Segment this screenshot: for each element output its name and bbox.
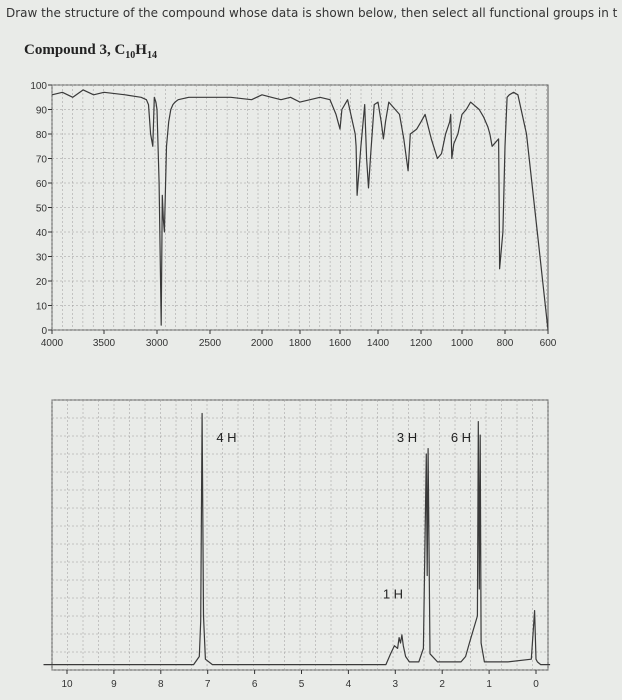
nmr-x-tick-label: 10 xyxy=(61,679,73,690)
ir-x-tick-label: 3000 xyxy=(146,338,169,349)
ir-y-tick-label: 80 xyxy=(36,130,48,141)
ir-y-tick-label: 40 xyxy=(36,228,48,239)
nmr-x-tick-label: 5 xyxy=(299,679,305,690)
ir-y-tick-label: 70 xyxy=(36,155,48,166)
formula-hydrogen: H xyxy=(135,42,147,58)
ir-y-tick-label: 20 xyxy=(36,277,48,288)
ir-x-tick-label: 1600 xyxy=(329,338,352,349)
ir-x-tick-label: 4000 xyxy=(41,338,64,349)
nmr-x-tick-label: 8 xyxy=(158,679,164,690)
ir-x-tick-label: 800 xyxy=(497,338,514,349)
formula-carbon: C xyxy=(114,42,126,58)
ir-y-tick-label: 10 xyxy=(36,302,48,313)
question-prompt: Draw the structure of the compound whose… xyxy=(6,6,618,20)
compound-label: Compound 3, C10H14 xyxy=(24,42,157,61)
ir-x-tick-label: 1200 xyxy=(410,338,433,349)
nmr-x-tick-label: 1 xyxy=(486,679,492,690)
nmr-x-tick-label: 6 xyxy=(252,679,258,690)
ir-x-tick-label: 600 xyxy=(540,338,557,349)
ir-y-tick-label: 0 xyxy=(41,326,47,337)
nmr-integration-label: 4 H xyxy=(216,430,236,445)
nmr-integration-label: 6 H xyxy=(451,430,471,445)
nmr-spectrum-trace xyxy=(43,412,551,666)
nmr-x-tick-label: 7 xyxy=(205,679,211,690)
compound-name: Compound 3, xyxy=(24,42,115,58)
ir-y-tick-label: 60 xyxy=(36,179,48,190)
formula-hydrogen-count: 14 xyxy=(146,50,157,61)
ir-x-tick-label: 1400 xyxy=(367,338,390,349)
nmr-x-tick-label: 9 xyxy=(111,679,117,690)
ir-spectrum-chart: 0 10 20 30 40 50 60 70 80 90 100 4000 3500 3000 2500 20… xyxy=(30,81,557,349)
ir-x-tick-label: 2000 xyxy=(251,338,274,349)
ir-spectrum-trace xyxy=(51,89,549,331)
ir-y-tick-label: 30 xyxy=(36,253,48,264)
nmr-x-tick-label: 0 xyxy=(533,679,539,690)
formula-carbon-count: 10 xyxy=(125,50,136,61)
nmr-integration-label: 1 H xyxy=(383,586,403,601)
ir-y-tick-label: 50 xyxy=(36,204,48,215)
ir-x-tick-label: 3500 xyxy=(93,338,116,349)
nmr-integration-label: 3 H xyxy=(397,430,417,445)
ir-x-tick-label: 1800 xyxy=(289,338,312,349)
ir-x-tick-label: 1000 xyxy=(451,338,474,349)
ir-x-tick-label: 2500 xyxy=(199,338,222,349)
nmr-x-tick-label: 4 xyxy=(346,679,352,690)
ir-y-tick-label: 90 xyxy=(36,106,48,117)
nmr-x-tick-label: 2 xyxy=(439,679,445,690)
nmr-x-tick-label: 3 xyxy=(393,679,399,690)
ir-y-tick-label: 100 xyxy=(30,81,47,92)
